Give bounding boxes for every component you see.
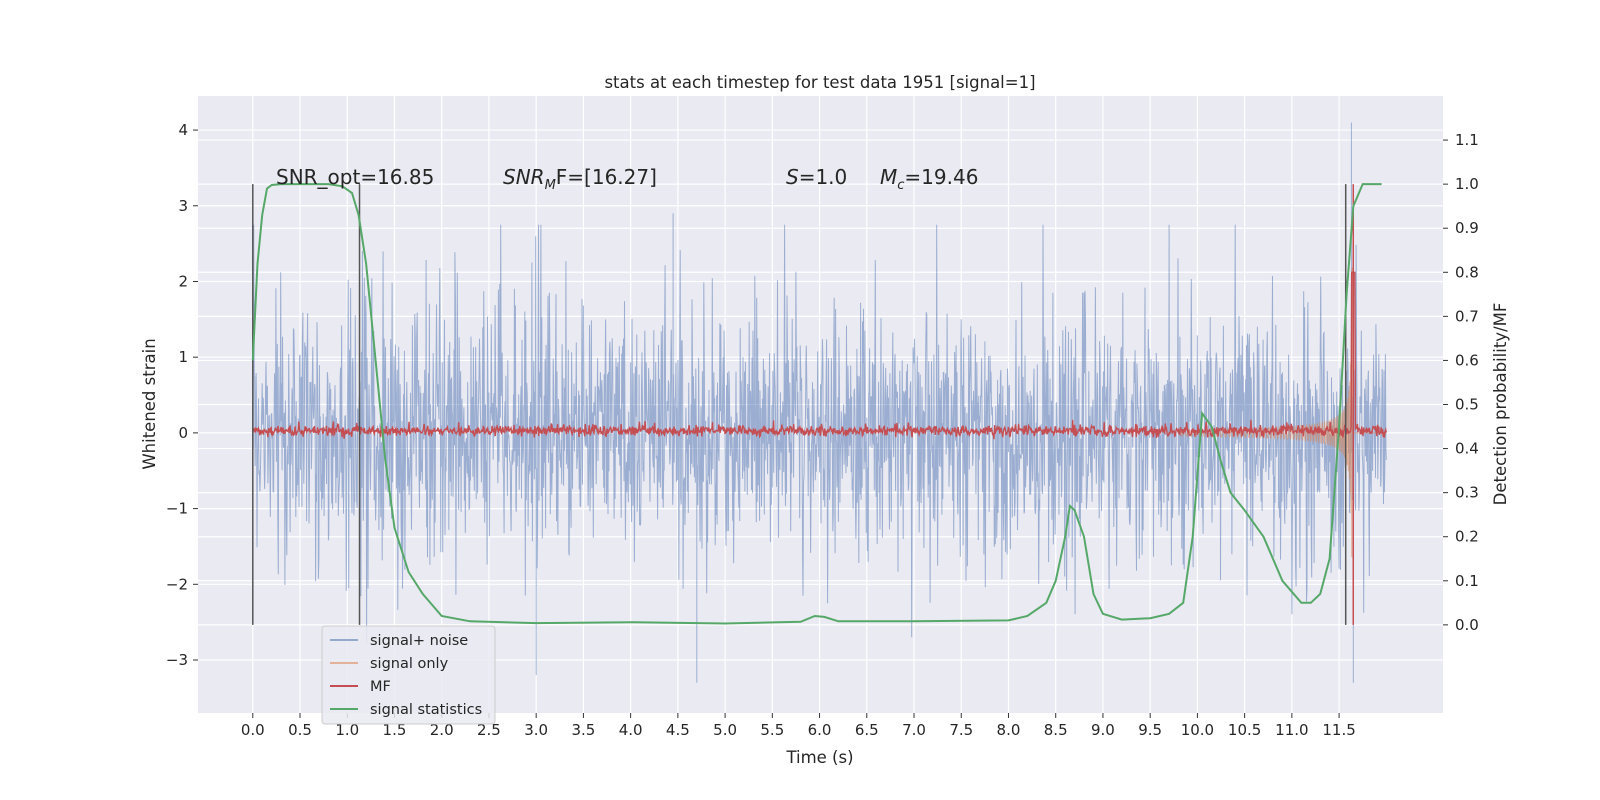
x-tick-label: 1.0: [335, 721, 359, 739]
y-tick-label-right: 1.0: [1455, 175, 1479, 193]
x-tick-label: 3.0: [524, 721, 548, 739]
x-tick-label: 6.0: [808, 721, 832, 739]
y-tick-label-right: 0.5: [1455, 396, 1479, 414]
x-tick-label: 2.5: [477, 721, 501, 739]
y-axis-label-right: Detection probability/MF: [1491, 303, 1510, 506]
mf-series: [252, 271, 1387, 440]
y-tick-label-left: −3: [166, 651, 188, 669]
x-tick-label: 4.5: [666, 721, 690, 739]
x-tick-label: 8.0: [997, 721, 1021, 739]
x-tick-label: 8.5: [1044, 721, 1068, 739]
x-tick-label: 0.5: [288, 721, 312, 739]
y-tick-label-right: 0.0: [1455, 616, 1479, 634]
legend-label-mf: MF: [370, 679, 391, 695]
annotation-snr-opt: SNR_opt=16.85: [276, 165, 434, 189]
legend: signal+ noise signal only MF signal stat…: [321, 625, 496, 725]
x-tick-label: 11.5: [1322, 721, 1355, 739]
x-tick-label: 5.5: [760, 721, 784, 739]
x-tick-label: 10.0: [1181, 721, 1214, 739]
signal-statistics-series: [251, 183, 1382, 625]
y-tick-label-right: 0.3: [1455, 484, 1479, 502]
y-tick-label-left: 2: [178, 272, 188, 290]
event-markers: [252, 184, 1355, 625]
legend-label-signal-statistics: signal statistics: [370, 702, 482, 718]
y-tick-label-right: 0.1: [1455, 572, 1479, 590]
y-tick-label-right: 0.6: [1455, 351, 1479, 369]
mf-line: [252, 271, 1387, 440]
annotation-mc: Mc=19.46: [880, 165, 978, 193]
legend-label-signal-only: signal only: [370, 656, 449, 672]
x-tick-label: 9.5: [1138, 721, 1162, 739]
x-tick-label: 6.5: [855, 721, 879, 739]
y-tick-label-right: 0.8: [1455, 263, 1479, 281]
signal-statistics-line: [251, 183, 1382, 625]
x-tick-label: 2.0: [430, 721, 454, 739]
y-tick-label-right: 0.9: [1455, 219, 1479, 237]
y-tick-label-left: −2: [166, 575, 188, 593]
y-axis-label-left: Whitened strain: [140, 338, 159, 469]
y-tick-label-left: 4: [178, 121, 188, 139]
annotation-snr-mf: SNRMF=[16.27]: [503, 165, 657, 193]
y-tick-label-right: 0.4: [1455, 440, 1479, 458]
x-tick-label: 7.5: [949, 721, 973, 739]
x-tick-label: 1.5: [383, 721, 407, 739]
x-tick-label: 0.0: [241, 721, 265, 739]
axis-ticks: 0.0 0.5 1.0 1.5 2.0 2.5 3.0 3.5 4.0 4.5 5.0 5.5 6.0 6…: [166, 121, 1479, 739]
y-tick-label-right: 1.1: [1455, 131, 1479, 149]
x-tick-label: 4.0: [619, 721, 643, 739]
x-tick-label: 5.0: [713, 721, 737, 739]
x-tick-label: 10.5: [1228, 721, 1261, 739]
x-tick-label: 3.5: [571, 721, 595, 739]
y-tick-label-right: 0.7: [1455, 307, 1479, 325]
y-tick-label-left: 0: [178, 424, 188, 442]
legend-box: [321, 625, 496, 725]
x-tick-label: 9.0: [1091, 721, 1115, 739]
y-tick-label-left: −1: [166, 500, 188, 518]
x-tick-label: 7.0: [902, 721, 926, 739]
legend-label-signal-noise: signal+ noise: [370, 633, 468, 649]
y-tick-label-left: 1: [178, 348, 188, 366]
x-axis-label: Time (s): [785, 748, 853, 767]
y-tick-label-right: 0.2: [1455, 528, 1479, 546]
y-tick-label-left: 3: [178, 197, 188, 215]
chart-title: stats at each timestep for test data 195…: [604, 73, 1035, 92]
annotation-s: S=1.0: [786, 165, 847, 189]
x-tick-label: 11.0: [1275, 721, 1308, 739]
